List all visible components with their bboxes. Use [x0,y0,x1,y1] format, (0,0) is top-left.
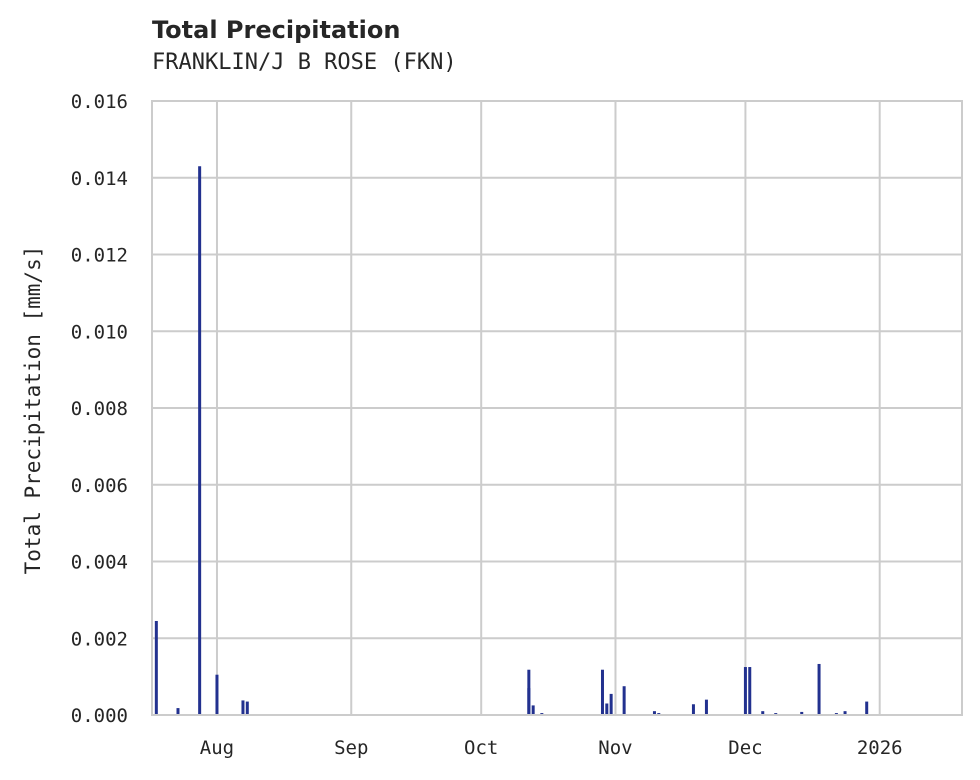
precipitation-bar [154,620,158,715]
precipitation-bar [748,667,752,715]
precipitation-bar [622,686,626,715]
precipitation-bar [605,703,609,715]
plot-frame [151,100,963,716]
x-tick-label: Dec [728,737,762,759]
precipitation-bar [800,711,804,715]
x-tick-label: Nov [598,737,632,759]
precipitation-bars [154,166,869,716]
precipitation-bar [761,711,765,715]
y-tick-label: 0.010 [71,321,128,343]
precipitation-bar [600,669,604,715]
precipitation-bar [245,701,249,715]
precipitation-bar [817,663,821,715]
x-tick-label: Oct [464,737,498,759]
precipitation-bar [743,667,747,715]
y-tick-label: 0.014 [71,168,128,190]
precipitation-bar [215,674,219,715]
grid-lines [152,100,962,716]
precipitation-bar [652,711,656,715]
y-tick-label: 0.000 [71,705,128,727]
x-axis-ticks: Aug Sep Oct Nov Dec 2026 [200,737,903,759]
x-tick-label: 2026 [857,737,903,759]
precipitation-bar [198,166,202,716]
y-axis-label: Total Precipitation [mm/s] [21,246,45,575]
chart-title: Total Precipitation [152,16,401,44]
precipitation-bar [527,688,531,715]
precipitation-bar [691,704,695,715]
x-tick-label: Sep [334,737,368,759]
y-tick-label: 0.004 [71,552,128,574]
precipitation-bar [531,705,535,715]
precipitation-bar [176,708,180,715]
x-tick-label: Aug [200,737,234,759]
precipitation-bar [704,699,708,715]
precipitation-bar [241,700,245,715]
y-tick-label: 0.006 [71,475,128,497]
y-axis-ticks: 0.000 0.002 0.004 0.006 0.008 0.010 0.012 0.014… [71,91,128,727]
precipitation-bar [843,711,847,715]
y-tick-label: 0.012 [71,245,128,267]
chart-subtitle: FRANKLIN/J B ROSE (FKN) [152,50,457,75]
y-tick-label: 0.002 [71,628,128,650]
y-tick-label: 0.008 [71,398,128,420]
precipitation-bar [609,693,613,715]
precipitation-bar [865,701,869,715]
y-tick-label: 0.016 [71,91,128,113]
